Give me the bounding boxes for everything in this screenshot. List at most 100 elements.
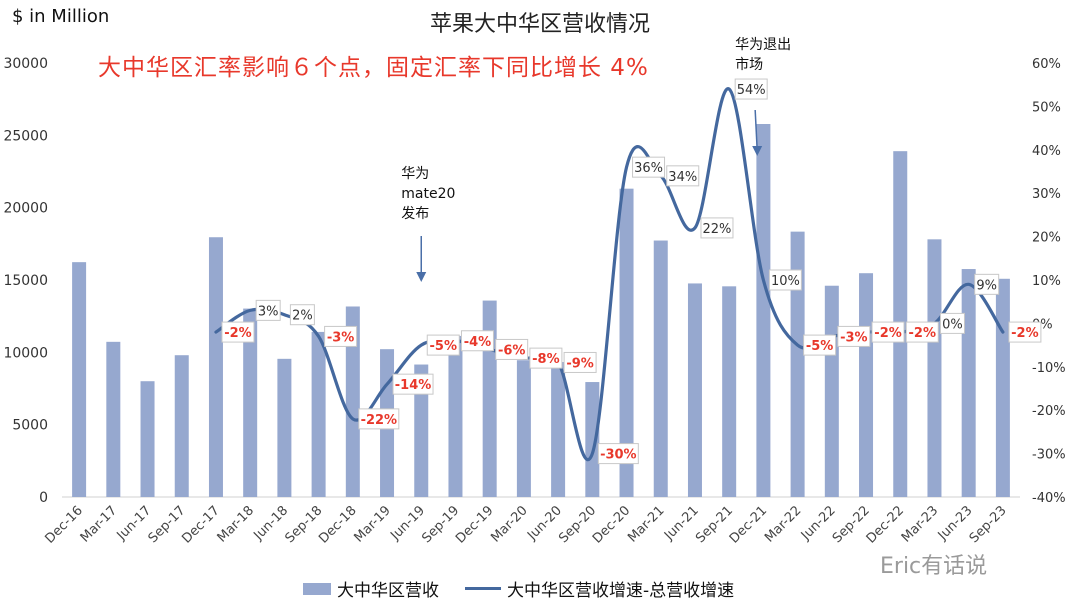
- data-label-box: [871, 321, 905, 343]
- data-label: -6%: [498, 343, 525, 358]
- data-label: -4%: [464, 335, 491, 350]
- y-right-tick-label: 10%: [1032, 274, 1061, 289]
- bar: [619, 188, 634, 497]
- x-tick-label: Dec-17: [179, 503, 222, 546]
- data-label-box: [392, 373, 434, 395]
- bar: [516, 360, 531, 497]
- data-label: -2%: [1011, 326, 1038, 341]
- bar: [208, 237, 223, 498]
- data-label: -9%: [566, 356, 593, 371]
- bar: [551, 362, 566, 497]
- data-label-box: [939, 312, 965, 334]
- x-tick-label: Dec-20: [590, 503, 633, 546]
- bar: [824, 285, 839, 497]
- x-tick-label: Mar-21: [625, 503, 667, 545]
- growth-line: [214, 87, 1005, 462]
- y-left-tick-label: 10000: [3, 345, 48, 361]
- x-tick-label: Mar-22: [762, 503, 804, 545]
- bar: [243, 308, 258, 497]
- bar: [927, 239, 942, 497]
- data-label: -2%: [874, 326, 901, 341]
- y-left-tick-label: 5000: [12, 418, 48, 434]
- data-label: -14%: [395, 378, 432, 393]
- bar: [790, 231, 805, 497]
- data-label: 34%: [668, 170, 697, 185]
- x-tick-label: Mar-20: [488, 503, 530, 545]
- data-label-box: [597, 443, 639, 465]
- y-right-tick-label: 40%: [1032, 144, 1061, 159]
- data-label-box: [289, 304, 315, 326]
- y-right-tick-label: 50%: [1032, 100, 1061, 115]
- chart-subtitle: 大中华区汇率影响６个点，固定汇率下同比增长 4%: [98, 55, 649, 81]
- data-label-box: [666, 165, 700, 187]
- bar: [859, 273, 874, 497]
- annotation-text: mate20: [401, 186, 455, 202]
- data-label: 2%: [292, 309, 313, 324]
- legend-bar-swatch: [303, 582, 331, 595]
- data-label: 36%: [634, 161, 663, 176]
- data-label-box: [324, 325, 358, 347]
- data-label-box: [905, 321, 939, 343]
- x-tick-label: Mar-23: [899, 503, 941, 545]
- data-label: 3%: [258, 304, 279, 319]
- bar: [482, 300, 497, 497]
- data-label-box: [460, 330, 494, 352]
- y-right-tick-label: -10%: [1032, 361, 1066, 376]
- y-left-tick-label: 25000: [3, 128, 48, 144]
- x-tick-label: Dec-16: [43, 503, 86, 546]
- x-tick-label: Dec-18: [316, 503, 359, 546]
- data-label: -8%: [532, 352, 559, 367]
- unit-label: $ in Million: [12, 6, 110, 27]
- x-tick-label: Sep-23: [967, 503, 1010, 546]
- data-label-box: [563, 351, 597, 373]
- data-label: 10%: [771, 274, 800, 289]
- data-label-box: [803, 334, 837, 356]
- y-right-tick-label: -30%: [1032, 448, 1066, 463]
- bar: [414, 364, 429, 497]
- data-label: -22%: [361, 413, 398, 428]
- data-label-box: [734, 78, 768, 100]
- annotation-text: 发布: [401, 206, 429, 222]
- data-label-box: [255, 299, 281, 321]
- data-label: -2%: [909, 326, 936, 341]
- bar: [756, 124, 771, 498]
- x-tick-label: Mar-19: [351, 503, 393, 545]
- bar: [174, 355, 189, 497]
- y-right-tick-label: -40%: [1032, 491, 1066, 506]
- data-label: -5%: [806, 339, 833, 354]
- bar: [995, 278, 1010, 497]
- bar: [585, 382, 600, 497]
- y-left-tick-label: 15000: [3, 273, 48, 289]
- data-label: 0%: [942, 317, 963, 332]
- data-label-box: [1008, 321, 1042, 343]
- data-label-box: [358, 408, 400, 430]
- bar: [687, 283, 702, 497]
- bar: [653, 240, 668, 498]
- y-left-tick-label: 20000: [3, 201, 48, 217]
- bar: [961, 269, 976, 497]
- bar: [448, 335, 463, 497]
- data-label-box: [529, 347, 563, 369]
- annotation-text: 华为: [401, 166, 429, 182]
- bar: [72, 262, 87, 497]
- watermark: Eric有话说: [880, 554, 988, 579]
- y-right-tick-label: 20%: [1032, 231, 1061, 246]
- data-label-box: [495, 338, 529, 360]
- bar: [106, 341, 121, 497]
- data-label-box: [974, 273, 1000, 295]
- data-label-box: [768, 269, 802, 291]
- data-label-box: [700, 217, 734, 239]
- y-right-tick-label: 30%: [1032, 187, 1061, 202]
- chart-title: 苹果大中华区营收情况: [429, 12, 650, 37]
- data-label: -2%: [224, 326, 251, 341]
- x-tick-label: Dec-19: [453, 503, 496, 546]
- bar: [140, 381, 155, 497]
- legend-bar-label: 大中华区营收: [337, 581, 439, 601]
- data-label: 54%: [737, 83, 766, 98]
- x-tick-label: Mar-17: [78, 503, 120, 545]
- legend-line-label: 大中华区营收增速-总营收增速: [507, 581, 735, 601]
- annotation-text: 华为退出: [735, 37, 791, 53]
- legend-line-swatch: [465, 587, 501, 590]
- y-right-tick-label: 60%: [1032, 57, 1061, 72]
